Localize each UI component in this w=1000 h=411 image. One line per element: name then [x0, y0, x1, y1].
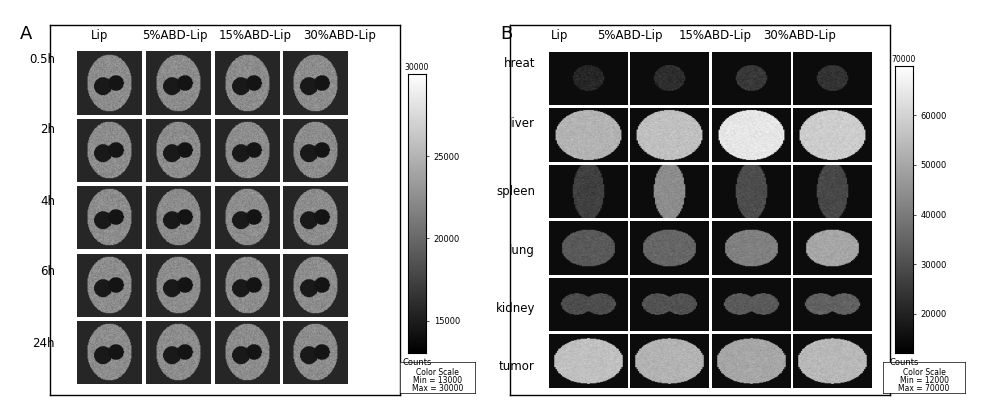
Text: 15%ABD-Lip: 15%ABD-Lip [678, 29, 752, 42]
Text: hreat: hreat [504, 57, 535, 70]
Text: Min = 12000: Min = 12000 [900, 376, 948, 385]
Text: spleen: spleen [496, 185, 535, 198]
Text: tumor: tumor [499, 360, 535, 373]
Text: 2h: 2h [40, 123, 55, 136]
Text: Lip: Lip [91, 29, 109, 42]
Text: 15%ABD-Lip: 15%ABD-Lip [218, 29, 292, 42]
Text: 30%ABD-Lip: 30%ABD-Lip [304, 29, 376, 42]
Text: lung: lung [509, 244, 535, 257]
Text: 30000: 30000 [405, 63, 429, 72]
Text: Color Scale: Color Scale [903, 368, 945, 377]
Text: Max = 70000: Max = 70000 [898, 384, 950, 393]
Text: Counts: Counts [402, 358, 432, 367]
Text: Max = 30000: Max = 30000 [412, 384, 463, 393]
Text: Lip: Lip [551, 29, 569, 42]
Text: B: B [500, 25, 512, 43]
Text: Color Scale: Color Scale [416, 368, 459, 377]
Text: 4h: 4h [40, 195, 55, 208]
Text: 5%ABD-Lip: 5%ABD-Lip [597, 29, 663, 42]
Text: 70000: 70000 [892, 55, 916, 64]
Text: A: A [20, 25, 32, 43]
Text: 30%ABD-Lip: 30%ABD-Lip [764, 29, 836, 42]
Text: 0.5h: 0.5h [29, 53, 55, 66]
Text: Counts: Counts [889, 358, 919, 367]
Text: 5%ABD-Lip: 5%ABD-Lip [142, 29, 208, 42]
Text: kidney: kidney [496, 302, 535, 315]
Text: Min = 13000: Min = 13000 [413, 376, 462, 385]
Text: 6h: 6h [40, 265, 55, 278]
Text: liver: liver [509, 117, 535, 130]
Text: 24h: 24h [33, 337, 55, 350]
